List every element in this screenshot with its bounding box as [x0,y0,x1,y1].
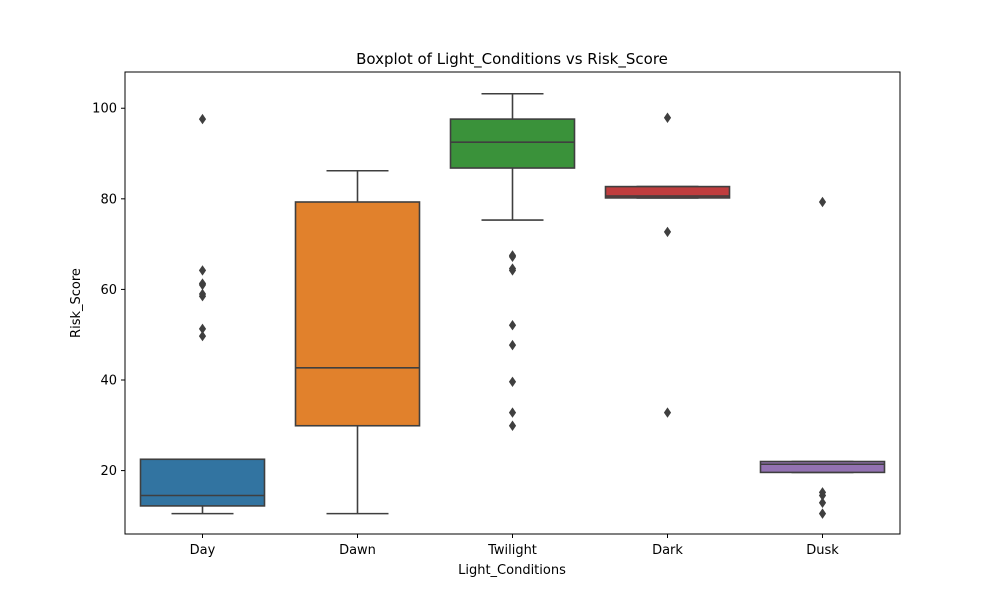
y-tick-label: 40 [100,374,117,389]
outlier-point [508,263,517,274]
outlier-point [663,112,672,123]
outlier-point [663,226,672,238]
x-tick-label: Dawn [339,543,376,558]
plot-area [139,92,886,519]
outlier-point [198,323,207,335]
outlier-point [508,420,517,431]
outlier-point [818,487,827,498]
outlier-point [198,265,207,276]
box-day [139,458,266,507]
x-tick-label: Dusk [806,543,839,558]
outlier-point [508,376,517,388]
y-tick-label: 60 [100,283,117,298]
box-group-day [139,113,266,515]
box-dawn [294,201,421,427]
x-axis: Day Dawn Twilight Dark Dusk [190,534,839,558]
outlier-point [818,196,827,208]
box-group-dusk [759,196,886,519]
outlier-point [198,288,207,300]
box-group-dark [604,112,731,418]
y-tick-label: 80 [100,192,117,207]
outlier-point [198,113,207,125]
box-group-dawn [294,169,421,515]
box-group-twilight [449,92,576,431]
box-dusk [759,460,886,474]
outlier-point [198,278,207,289]
x-axis-label: Light_Conditions [458,563,566,578]
y-axis-label: Risk_Score [69,268,84,338]
chart-title: Boxplot of Light_Conditions vs Risk_Scor… [356,50,668,69]
x-tick-label: Day [190,543,216,558]
y-tick-label: 100 [92,102,117,117]
x-tick-label: Twilight [487,543,537,558]
x-tick-label: Dark [652,543,683,558]
outlier-point [663,407,672,418]
outlier-point [508,319,517,331]
box-dark [604,185,731,199]
outlier-point [818,508,827,519]
outlier-point [818,497,827,508]
y-axis: 20 40 60 80 100 [92,102,125,479]
y-tick-label: 20 [100,464,117,479]
outlier-point [508,250,517,261]
outlier-point [508,407,517,418]
box-twilight [449,118,576,169]
outlier-point [198,330,207,342]
outlier-point [508,339,517,351]
